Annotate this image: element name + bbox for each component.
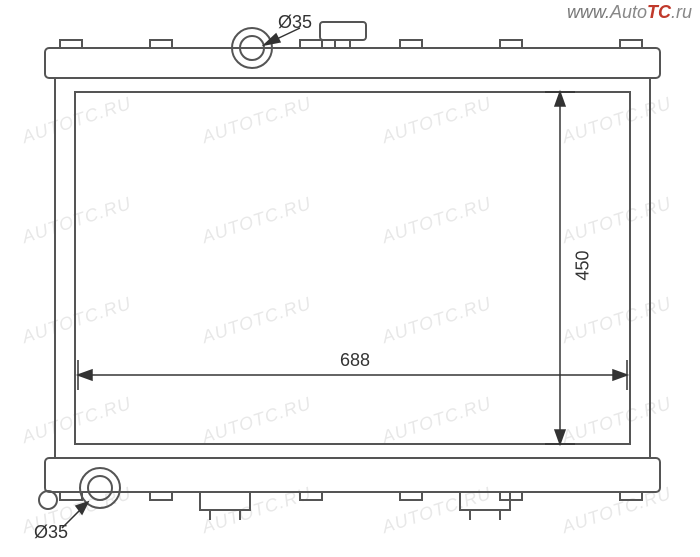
dim-height-value: 450 (573, 250, 594, 280)
logo-ru: .ru (671, 2, 692, 22)
cap (320, 22, 366, 40)
small-port (39, 491, 57, 509)
logo-prefix: www. (567, 2, 610, 22)
logo-auto: Auto (610, 2, 647, 22)
site-logo: www.AutoTC.ru (567, 2, 692, 23)
bottom-tank (45, 458, 660, 492)
core-inner (75, 92, 630, 444)
radiator-drawing (0, 0, 700, 557)
dim-dia-bottom: Ø35 (34, 522, 68, 543)
logo-tc: TC (647, 2, 671, 22)
top-tank (45, 48, 660, 78)
dim-height (545, 92, 575, 444)
dim-dia-top: Ø35 (278, 12, 312, 33)
dim-width-value: 688 (340, 350, 370, 371)
diagram-stage: { "canvas": { "width": 700, "height": 55… (0, 0, 700, 557)
